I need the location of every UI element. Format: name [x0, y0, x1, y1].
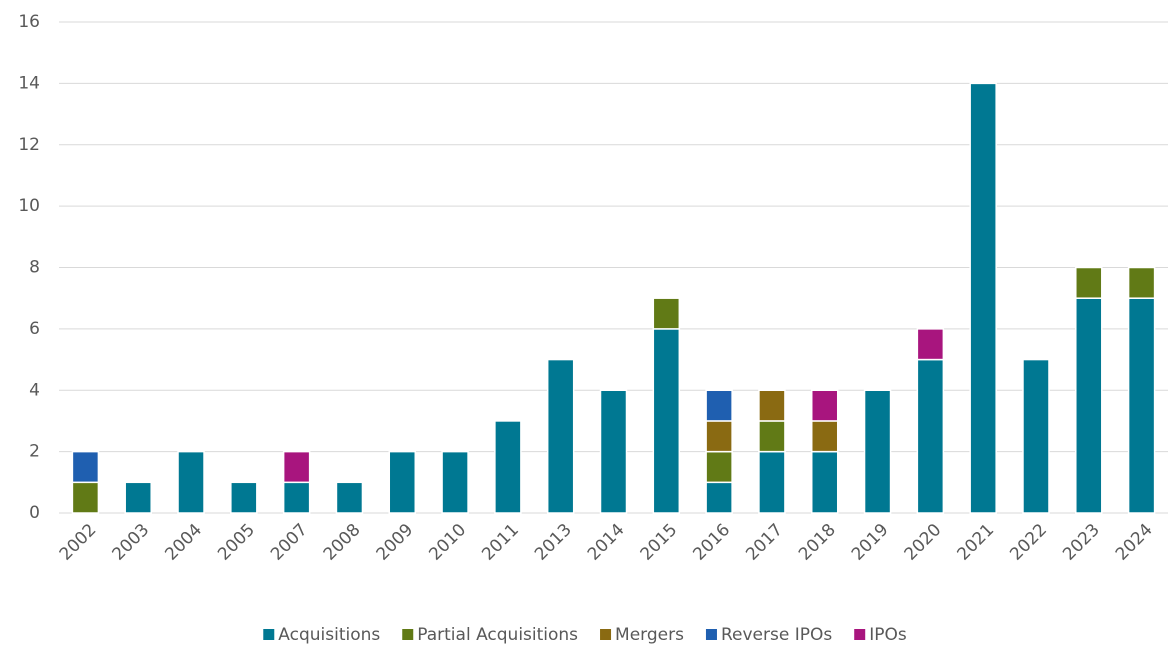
bar-segment [230, 481, 258, 514]
x-tick-label: 2015 [637, 520, 682, 565]
bar-segment [758, 420, 786, 453]
bar-segment [546, 358, 575, 514]
bar-segment [124, 481, 152, 514]
x-tick-label: 2008 [320, 520, 365, 565]
bar-segment [494, 420, 522, 514]
x-tick-label: 2003 [109, 520, 154, 565]
bar-segment [652, 328, 681, 514]
bar-segment [335, 481, 364, 514]
y-tick-label: 4 [29, 380, 40, 400]
x-tick-label: 2023 [1059, 520, 1104, 565]
bar-segment [1127, 266, 1156, 299]
legend-label: Reverse IPOs [721, 625, 832, 645]
bar-segment [652, 297, 681, 330]
x-tick-label: 2020 [901, 520, 946, 565]
legend-label: Partial Acquisitions [417, 625, 578, 645]
legend-label: Mergers [615, 625, 684, 645]
legend-swatch [402, 629, 414, 640]
bar-segment [758, 389, 786, 422]
y-tick-label: 2 [29, 442, 40, 462]
bar-segment [758, 450, 786, 514]
x-tick-label: 2022 [1006, 520, 1051, 565]
bar-segment [177, 450, 205, 514]
x-tick-label: 2018 [795, 520, 840, 565]
bar-segment [969, 82, 997, 514]
x-tick-label: 2009 [373, 520, 418, 565]
bar-segment [441, 450, 469, 514]
x-tick-label: 2014 [584, 520, 629, 565]
bar-segment [810, 450, 839, 514]
x-tick-label: 2002 [56, 520, 101, 565]
y-tick-label: 12 [18, 135, 40, 155]
bar-segment [1127, 297, 1156, 514]
bar-segment [1075, 266, 1103, 299]
legend-label: Acquisitions [278, 625, 380, 645]
x-tick-label: 2017 [742, 520, 787, 565]
bar-segment [282, 450, 311, 484]
x-tick-label: 2007 [267, 520, 312, 565]
y-tick-label: 16 [18, 12, 40, 32]
x-tick-label: 2011 [478, 520, 523, 565]
bar-segment [599, 389, 628, 514]
bar-segment [705, 481, 733, 514]
y-tick-label: 0 [29, 503, 40, 523]
y-tick-label: 10 [18, 196, 40, 216]
x-tick-label: 2019 [848, 520, 893, 565]
bar-segment [1022, 358, 1050, 514]
bar-segment [388, 450, 417, 514]
bar-segment [916, 358, 945, 514]
y-tick-label: 8 [29, 258, 40, 278]
bar-segment [71, 481, 100, 514]
bar-segment [705, 389, 733, 422]
x-tick-label: 2013 [531, 520, 576, 565]
bar-segment [916, 328, 945, 361]
x-tick-label: 2010 [425, 520, 470, 565]
bar-segment [71, 450, 100, 484]
x-tick-label: 2024 [1112, 520, 1157, 565]
legend-swatch [705, 629, 717, 640]
legend-swatch [854, 629, 866, 640]
bar-segment [705, 420, 733, 453]
bar-segment [863, 389, 892, 514]
legend: Acquisitions Partial Acquisitions Mergers R… [263, 625, 907, 645]
legend-swatch [263, 629, 275, 640]
bar-segment [810, 420, 839, 453]
legend-label: IPOs [869, 625, 907, 645]
bar-segment [1075, 297, 1103, 514]
bar-segment [282, 481, 311, 514]
x-tick-label: 2021 [954, 520, 999, 565]
bar-segment [810, 389, 839, 422]
x-tick-label: 2016 [689, 520, 734, 565]
y-tick-label: 6 [29, 319, 40, 339]
legend-swatch [600, 629, 612, 640]
y-tick-label: 14 [18, 73, 40, 93]
x-tick-label: 2004 [161, 520, 206, 565]
x-tick-label: 2005 [214, 520, 259, 565]
bar-segment [705, 450, 733, 484]
